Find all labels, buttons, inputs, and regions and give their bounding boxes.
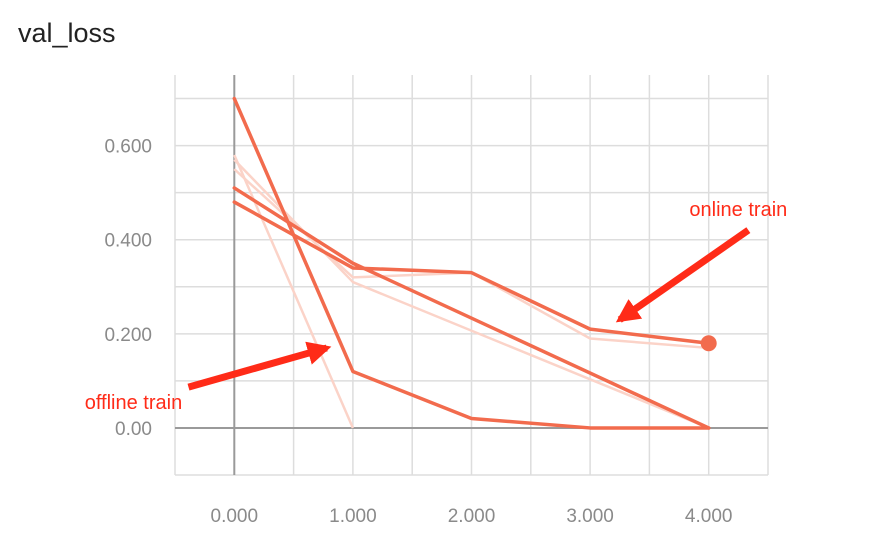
- x-tick-label: 4.000: [685, 506, 733, 527]
- y-tick-label: 0.200: [104, 325, 152, 346]
- ghost-series-line: [233, 158, 710, 430]
- x-tick-label: 0.000: [211, 506, 259, 527]
- y-tick-label: 0.400: [104, 231, 152, 252]
- series-end-point: [700, 335, 717, 352]
- series-lines: [232, 96, 717, 430]
- y-tick-label: 0.00: [115, 419, 152, 440]
- tick-labels: 0.000 1.000 2.000 3.000 4.000 0.00 0.200 0.400 0…: [104, 137, 732, 527]
- y-tick-label: 0.600: [104, 137, 152, 158]
- online-train-annotation: online train: [689, 199, 787, 221]
- chart-title: val_loss: [18, 18, 116, 48]
- series-line: [232, 186, 711, 430]
- x-tick-label: 3.000: [566, 506, 614, 527]
- offline-train-arrow: [187, 341, 332, 391]
- series-line: [232, 96, 711, 430]
- annotations: online train offline train: [85, 199, 788, 414]
- series-line: [232, 200, 711, 345]
- x-tick-label: 1.000: [329, 506, 377, 527]
- x-tick-label: 2.000: [448, 506, 496, 527]
- offline-train-annotation: offline train: [85, 392, 182, 414]
- grid: [174, 75, 769, 476]
- online-train-arrow: [615, 227, 751, 323]
